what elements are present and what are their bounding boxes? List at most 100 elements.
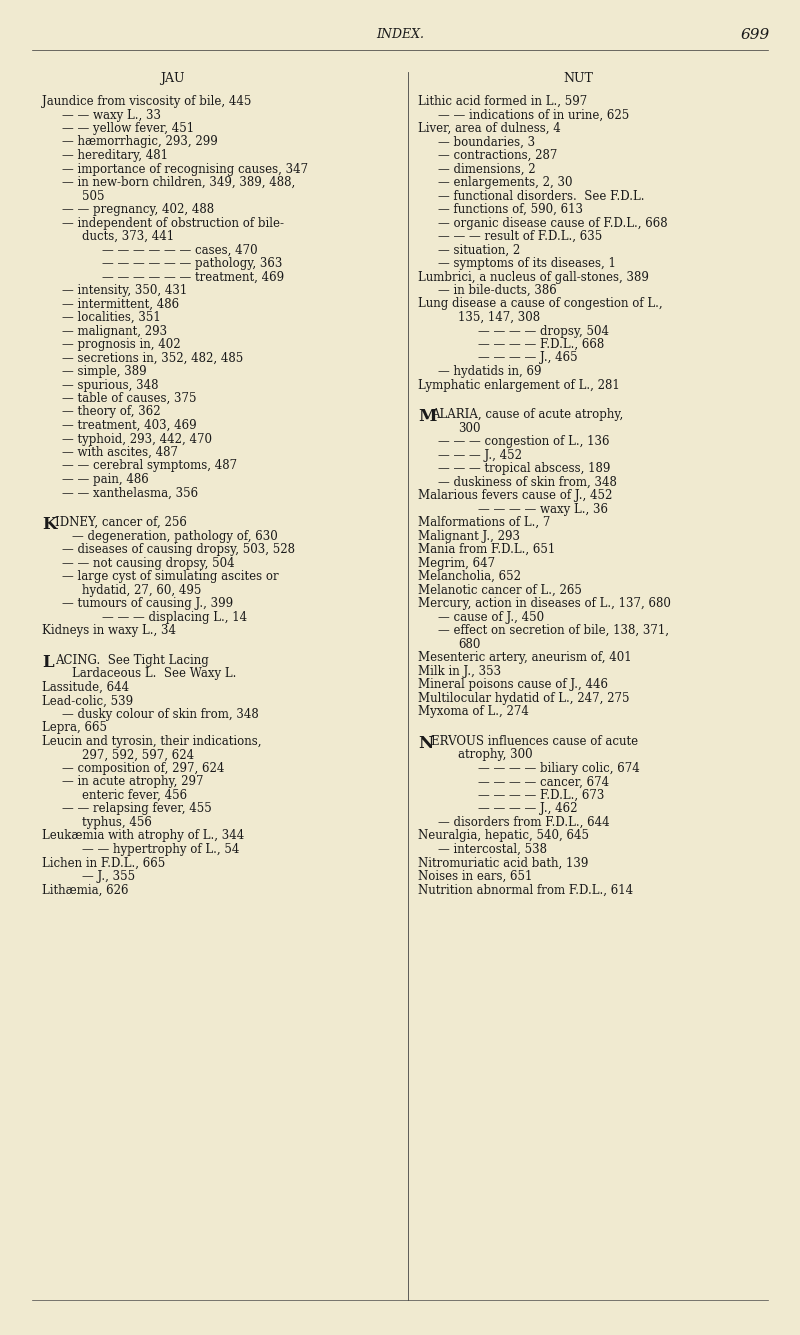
Text: — composition of, 297, 624: — composition of, 297, 624 [62, 762, 224, 774]
Text: — degeneration, pathology of, 630: — degeneration, pathology of, 630 [72, 530, 278, 543]
Text: Lardaceous L.  See Waxy L.: Lardaceous L. See Waxy L. [72, 668, 236, 681]
Text: — typhoid, 293, 442, 470: — typhoid, 293, 442, 470 [62, 433, 212, 446]
Text: 699: 699 [741, 28, 770, 41]
Text: — — — — — — treatment, 469: — — — — — — treatment, 469 [102, 271, 284, 283]
Text: ALARIA, cause of acute atrophy,: ALARIA, cause of acute atrophy, [431, 409, 623, 422]
Text: — with ascites, 487: — with ascites, 487 [62, 446, 178, 459]
Text: INDEX.: INDEX. [376, 28, 424, 41]
Text: typhus, 456: typhus, 456 [82, 816, 152, 829]
Text: ERVOUS influences cause of acute: ERVOUS influences cause of acute [431, 734, 638, 748]
Text: Myxoma of L., 274: Myxoma of L., 274 [418, 705, 529, 718]
Text: — J., 355: — J., 355 [82, 870, 135, 882]
Text: — dimensions, 2: — dimensions, 2 [438, 163, 536, 175]
Text: — — indications of in urine, 625: — — indications of in urine, 625 [438, 108, 630, 121]
Text: — hereditary, 481: — hereditary, 481 [62, 150, 168, 162]
Text: — prognosis in, 402: — prognosis in, 402 [62, 338, 181, 351]
Text: — duskiness of skin from, 348: — duskiness of skin from, 348 [438, 475, 617, 489]
Text: — — — tropical abscess, 189: — — — tropical abscess, 189 [438, 462, 610, 475]
Text: — — — — J., 465: — — — — J., 465 [478, 351, 578, 364]
Text: — enlargements, 2, 30: — enlargements, 2, 30 [438, 176, 573, 190]
Text: — boundaries, 3: — boundaries, 3 [438, 135, 535, 148]
Text: Nutrition abnormal from F.D.L., 614: Nutrition abnormal from F.D.L., 614 [418, 884, 633, 896]
Text: — — cerebral symptoms, 487: — — cerebral symptoms, 487 [62, 459, 237, 473]
Text: hydatid, 27, 60, 495: hydatid, 27, 60, 495 [82, 583, 202, 597]
Text: JAU: JAU [160, 72, 184, 85]
Text: Lumbrici, a nucleus of gall-stones, 389: Lumbrici, a nucleus of gall-stones, 389 [418, 271, 649, 283]
Text: — secretions in, 352, 482, 485: — secretions in, 352, 482, 485 [62, 351, 243, 364]
Text: — — — — biliary colic, 674: — — — — biliary colic, 674 [478, 762, 640, 774]
Text: 297, 592, 597, 624: 297, 592, 597, 624 [82, 749, 194, 761]
Text: — — — result of F.D.L., 635: — — — result of F.D.L., 635 [438, 230, 602, 243]
Text: — organic disease cause of F.D.L., 668: — organic disease cause of F.D.L., 668 [438, 216, 668, 230]
Text: — in bile-ducts, 386: — in bile-ducts, 386 [438, 284, 557, 296]
Text: Lung disease a cause of congestion of L.,: Lung disease a cause of congestion of L.… [418, 298, 662, 311]
Text: Malformations of L., 7: Malformations of L., 7 [418, 517, 550, 529]
Text: — — relapsing fever, 455: — — relapsing fever, 455 [62, 802, 212, 816]
Text: NUT: NUT [563, 72, 593, 85]
Text: — — — — waxy L., 36: — — — — waxy L., 36 [478, 503, 608, 515]
Text: Leucin and tyrosin, their indications,: Leucin and tyrosin, their indications, [42, 734, 262, 748]
Text: Lead-colic, 539: Lead-colic, 539 [42, 694, 133, 708]
Text: — — — — F.D.L., 673: — — — — F.D.L., 673 [478, 789, 604, 802]
Text: — in new-born children, 349, 389, 488,: — in new-born children, 349, 389, 488, [62, 176, 295, 190]
Text: K: K [42, 517, 56, 533]
Text: — table of causes, 375: — table of causes, 375 [62, 392, 197, 405]
Text: — — — congestion of L., 136: — — — congestion of L., 136 [438, 435, 610, 449]
Text: — — waxy L., 33: — — waxy L., 33 [62, 108, 161, 121]
Text: — — — displacing L., 14: — — — displacing L., 14 [102, 610, 247, 623]
Text: Malarious fevers cause of J., 452: Malarious fevers cause of J., 452 [418, 489, 612, 502]
Text: Mania from F.D.L., 651: Mania from F.D.L., 651 [418, 543, 555, 557]
Text: — simple, 389: — simple, 389 [62, 364, 146, 378]
Text: 300: 300 [458, 422, 481, 435]
Text: Megrim, 647: Megrim, 647 [418, 557, 495, 570]
Text: — symptoms of its diseases, 1: — symptoms of its diseases, 1 [438, 258, 616, 270]
Text: — effect on secretion of bile, 138, 371,: — effect on secretion of bile, 138, 371, [438, 625, 669, 637]
Text: — contractions, 287: — contractions, 287 [438, 150, 558, 162]
Text: — functions of, 590, 613: — functions of, 590, 613 [438, 203, 583, 216]
Text: — — not causing dropsy, 504: — — not causing dropsy, 504 [62, 557, 234, 570]
Text: — disorders from F.D.L., 644: — disorders from F.D.L., 644 [438, 816, 610, 829]
Text: — — — — F.D.L., 668: — — — — F.D.L., 668 [478, 338, 604, 351]
Text: — independent of obstruction of bile-: — independent of obstruction of bile- [62, 216, 284, 230]
Text: — — — — — — pathology, 363: — — — — — — pathology, 363 [102, 258, 282, 270]
Text: Leukæmia with atrophy of L., 344: Leukæmia with atrophy of L., 344 [42, 829, 244, 842]
Text: — — — — — — cases, 470: — — — — — — cases, 470 [102, 243, 258, 256]
Text: — diseases of causing dropsy, 503, 528: — diseases of causing dropsy, 503, 528 [62, 543, 295, 557]
Text: — importance of recognising causes, 347: — importance of recognising causes, 347 [62, 163, 308, 175]
Text: — — — — J., 462: — — — — J., 462 [478, 802, 578, 816]
Text: IDNEY, cancer of, 256: IDNEY, cancer of, 256 [55, 517, 187, 529]
Text: — tumours of causing J., 399: — tumours of causing J., 399 [62, 597, 233, 610]
Text: Neuralgia, hepatic, 540, 645: Neuralgia, hepatic, 540, 645 [418, 829, 589, 842]
Text: — malignant, 293: — malignant, 293 [62, 324, 167, 338]
Text: Nitromuriatic acid bath, 139: Nitromuriatic acid bath, 139 [418, 856, 588, 869]
Text: — hæmorrhagic, 293, 299: — hæmorrhagic, 293, 299 [62, 135, 218, 148]
Text: 680: 680 [458, 638, 480, 650]
Text: — — hypertrophy of L., 54: — — hypertrophy of L., 54 [82, 842, 239, 856]
Text: — — — — cancer, 674: — — — — cancer, 674 [478, 776, 609, 789]
Text: — situation, 2: — situation, 2 [438, 243, 520, 256]
Text: Lepra, 665: Lepra, 665 [42, 721, 107, 734]
Text: Melancholia, 652: Melancholia, 652 [418, 570, 521, 583]
Text: — localities, 351: — localities, 351 [62, 311, 161, 324]
Text: — intermittent, 486: — intermittent, 486 [62, 298, 179, 311]
Text: — intercostal, 538: — intercostal, 538 [438, 842, 547, 856]
Text: — functional disorders.  See F.D.L.: — functional disorders. See F.D.L. [438, 190, 645, 203]
Text: — — — — dropsy, 504: — — — — dropsy, 504 [478, 324, 609, 338]
Text: — theory of, 362: — theory of, 362 [62, 406, 161, 418]
Text: — dusky colour of skin from, 348: — dusky colour of skin from, 348 [62, 708, 258, 721]
Text: Lichen in F.D.L., 665: Lichen in F.D.L., 665 [42, 856, 166, 869]
Text: Lithæmia, 626: Lithæmia, 626 [42, 884, 129, 896]
Text: Mercury, action in diseases of L., 137, 680: Mercury, action in diseases of L., 137, … [418, 597, 671, 610]
Text: — — — J., 452: — — — J., 452 [438, 449, 522, 462]
Text: Kidneys in waxy L., 34: Kidneys in waxy L., 34 [42, 625, 176, 637]
Text: — — xanthelasma, 356: — — xanthelasma, 356 [62, 486, 198, 499]
Text: Malignant J., 293: Malignant J., 293 [418, 530, 520, 543]
Text: — spurious, 348: — spurious, 348 [62, 379, 158, 391]
Text: — cause of J., 450: — cause of J., 450 [438, 610, 544, 623]
Text: Lymphatic enlargement of L., 281: Lymphatic enlargement of L., 281 [418, 379, 620, 391]
Text: M: M [418, 409, 436, 426]
Text: 505: 505 [82, 190, 105, 203]
Text: ACING.  See Tight Lacing: ACING. See Tight Lacing [55, 654, 209, 668]
Text: Multilocular hydatid of L., 247, 275: Multilocular hydatid of L., 247, 275 [418, 692, 630, 705]
Text: — hydatids in, 69: — hydatids in, 69 [438, 364, 542, 378]
